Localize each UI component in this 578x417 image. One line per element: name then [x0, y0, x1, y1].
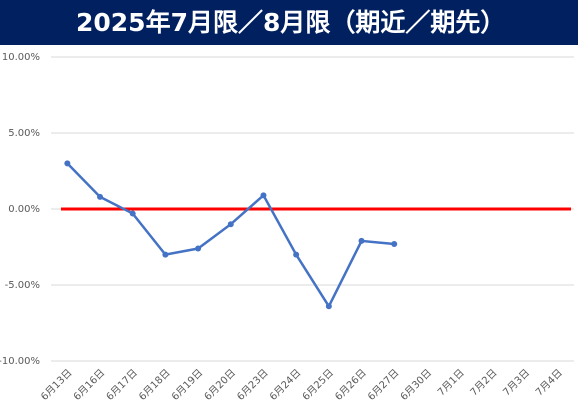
point	[391, 240, 398, 247]
point	[260, 192, 267, 199]
x-tick-label: 6月17日	[104, 367, 140, 403]
point	[227, 221, 234, 228]
point	[293, 251, 300, 258]
x-tick-label: 6月19日	[169, 367, 205, 403]
point	[97, 193, 104, 200]
x-tick-label: 6月18日	[137, 367, 173, 403]
y-tick-label: 5.00%	[8, 128, 40, 139]
y-tick-label: -10.00%	[0, 356, 40, 367]
x-tick-label: 7月4日	[533, 367, 565, 399]
chart-title: 2025年7月限／8月限（期近／期先）	[76, 8, 505, 37]
x-tick-label: 6月16日	[71, 367, 107, 403]
point	[129, 210, 136, 217]
x-tick-label: 6月20日	[202, 367, 238, 403]
x-tick-label: 6月23日	[235, 367, 271, 403]
point	[358, 237, 365, 244]
x-tick-label: 6月13日	[38, 367, 74, 403]
y-tick-label: 0.00%	[8, 204, 40, 215]
y-tick-label: 10.00%	[2, 52, 40, 63]
x-tick-label: 6月25日	[300, 367, 336, 403]
x-tick-label: 6月26日	[333, 367, 369, 403]
x-tick-label: 6月30日	[398, 367, 434, 403]
point	[195, 245, 202, 252]
x-tick-label: 7月3日	[501, 367, 533, 399]
title-bar	[0, 0, 578, 45]
point	[64, 160, 71, 167]
point	[162, 251, 169, 258]
point	[325, 303, 332, 310]
y-tick-label: -5.00%	[5, 280, 40, 291]
x-tick-label: 6月27日	[365, 367, 401, 403]
x-tick-label: 7月1日	[435, 367, 467, 399]
x-tick-label: 7月2日	[468, 367, 500, 399]
x-tick-label: 6月24日	[267, 367, 303, 403]
